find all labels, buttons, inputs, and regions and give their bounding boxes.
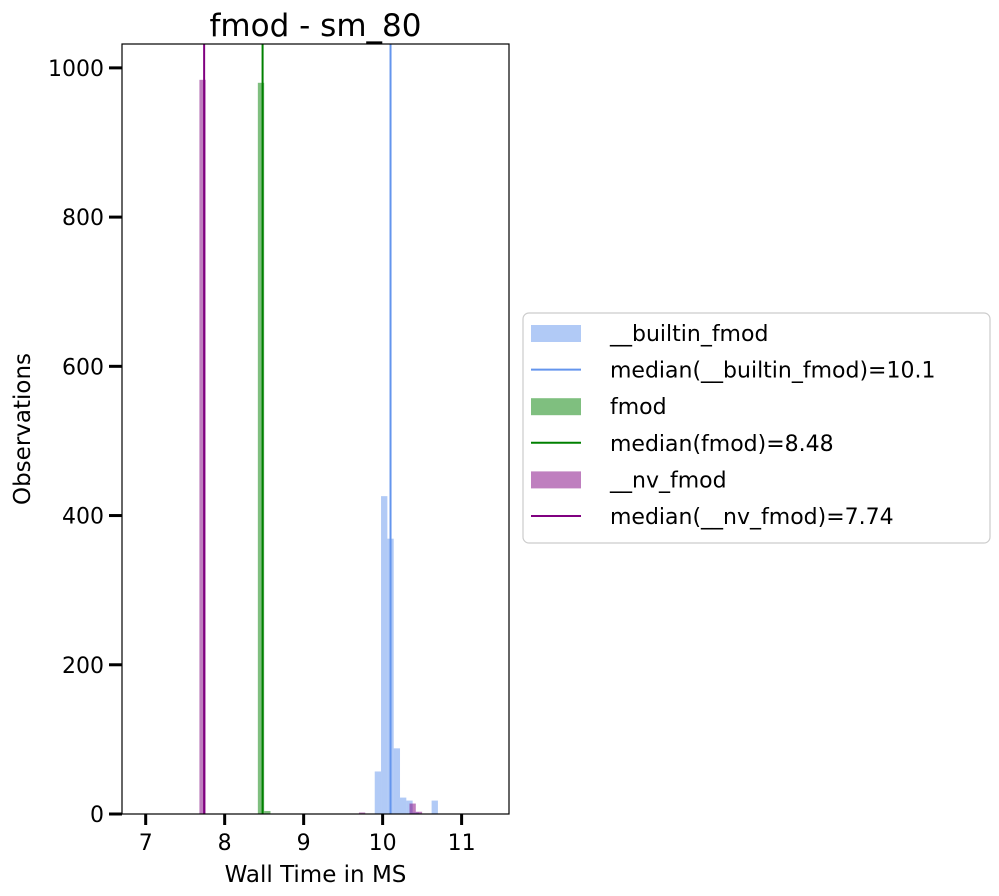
x-axis-label: Wall Time in MS [225,862,407,888]
y-tick-label: 600 [62,355,104,380]
legend-label: __nv_fmod [609,468,727,493]
histogram-bar [415,811,423,814]
histogram-bar [393,748,401,814]
histogram-bar [381,496,388,814]
legend-label: __builtin_fmod [609,322,768,347]
axes-layer: 7 8 9 10 11 0 200 400 600 800 1000 [48,57,476,856]
histogram-bar [257,82,265,814]
y-axis-label: Observations [10,353,36,505]
legend-patch [531,398,581,416]
x-tick-label: 8 [218,831,232,856]
legend-label: median(fmod)=8.48 [610,432,834,457]
y-tick-label: 200 [62,654,104,679]
legend-label: median(__builtin_fmod)=10.1 [610,359,935,384]
y-tick-label: 1000 [48,57,104,82]
histogram-bar [264,811,271,814]
histogram-bar [400,797,407,814]
chart-title: fmod - sm_80 [210,8,422,44]
x-tick-label: 10 [369,831,397,856]
y-tick-label: 400 [62,505,104,530]
y-tick-label: 800 [62,206,104,231]
histogram-bar [374,771,382,814]
legend-patch [531,471,581,489]
legend-label: median(__nv_fmod)=7.74 [610,505,894,530]
plot-frame [121,43,510,815]
legend: __builtin_fmod median(__builtin_fmod)=10.… [522,312,991,544]
legend-box [522,312,991,544]
x-tick-label: 11 [448,831,476,856]
histogram-bar [431,800,438,814]
legend-patch [531,325,581,342]
x-tick-label: 9 [297,831,311,856]
x-tick-label: 7 [139,831,153,856]
histogram-bar [358,812,366,814]
histogram-bar [199,79,206,814]
legend-label: fmod [610,395,667,420]
y-tick-label: 0 [90,803,104,828]
histogram-bar [409,803,416,814]
plot-layer [199,44,438,814]
